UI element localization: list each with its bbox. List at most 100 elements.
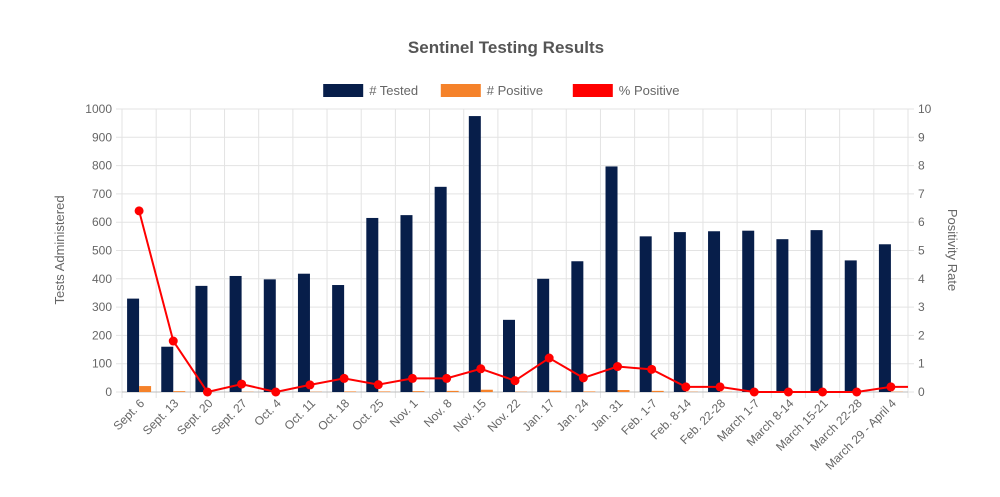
bar bbox=[618, 390, 630, 392]
bar-series bbox=[127, 116, 903, 392]
chart-legend: # Tested # Positive % Positive bbox=[323, 83, 679, 98]
x-tick-label: Nov. 15 bbox=[450, 396, 489, 435]
bar bbox=[776, 239, 788, 392]
y2-tick-label: 4 bbox=[918, 272, 925, 286]
line-point bbox=[818, 388, 827, 397]
bar bbox=[173, 391, 185, 392]
y2-tick-label: 0 bbox=[918, 385, 925, 399]
y-axis-right-label: Positivity Rate bbox=[945, 209, 960, 291]
line-point bbox=[784, 388, 793, 397]
bar bbox=[264, 279, 276, 392]
line-point bbox=[169, 337, 178, 346]
y2-tick-label: 10 bbox=[918, 102, 932, 116]
line-point bbox=[271, 388, 280, 397]
x-tick-label: Oct. 25 bbox=[349, 396, 386, 433]
y-tick-label: 1000 bbox=[85, 102, 112, 116]
line-point bbox=[750, 388, 759, 397]
line-path bbox=[139, 211, 908, 392]
bar bbox=[537, 279, 549, 392]
bar bbox=[606, 166, 618, 392]
bar bbox=[811, 230, 823, 392]
y2-tick-label: 2 bbox=[918, 328, 925, 342]
line-point bbox=[886, 382, 895, 391]
bar bbox=[879, 244, 891, 392]
y-tick-label: 500 bbox=[92, 244, 112, 258]
line-point bbox=[442, 374, 451, 383]
y-tick-label: 100 bbox=[92, 357, 112, 371]
y-tick-label: 0 bbox=[105, 385, 112, 399]
line-point bbox=[716, 382, 725, 391]
bar bbox=[674, 232, 686, 392]
line-point bbox=[476, 364, 485, 373]
line-point bbox=[135, 206, 144, 215]
bar bbox=[127, 299, 139, 392]
y-axis-left-label: Tests Administered bbox=[52, 195, 67, 304]
x-tick-label: Nov. 22 bbox=[485, 396, 524, 435]
bar bbox=[469, 116, 481, 392]
bar bbox=[412, 391, 424, 392]
line-point bbox=[852, 388, 861, 397]
x-tick-label: Oct. 4 bbox=[251, 396, 284, 429]
legend-swatch bbox=[573, 84, 613, 97]
line-point bbox=[374, 380, 383, 389]
legend-label: # Positive bbox=[487, 83, 543, 98]
x-tick-label: Nov. 1 bbox=[387, 396, 421, 430]
x-tick-label: Oct. 18 bbox=[315, 396, 352, 433]
y2-tick-label: 1 bbox=[918, 357, 925, 371]
x-tick-label: Sept. 27 bbox=[208, 396, 250, 438]
y-tick-label: 200 bbox=[92, 328, 112, 342]
x-tick-label: Jan. 24 bbox=[554, 396, 592, 434]
bar bbox=[583, 391, 595, 392]
line-series bbox=[135, 206, 908, 396]
line-point bbox=[203, 388, 212, 397]
y-tick-label: 600 bbox=[92, 215, 112, 229]
bar bbox=[845, 260, 857, 392]
y2-tick-label: 9 bbox=[918, 130, 925, 144]
bar bbox=[742, 231, 754, 392]
line-point bbox=[305, 380, 314, 389]
chart-title: Sentinel Testing Results bbox=[408, 38, 604, 57]
x-tick-label: Oct. 11 bbox=[281, 396, 318, 433]
bar bbox=[549, 391, 561, 392]
y2-tick-label: 7 bbox=[918, 187, 925, 201]
x-tick-label: Sept. 13 bbox=[140, 396, 182, 438]
bar bbox=[298, 274, 310, 392]
legend-swatch bbox=[323, 84, 363, 97]
legend-label: # Tested bbox=[369, 83, 418, 98]
bar bbox=[435, 187, 447, 392]
line-point bbox=[647, 365, 656, 374]
y-tick-label: 900 bbox=[92, 130, 112, 144]
line-point bbox=[579, 373, 588, 382]
bar bbox=[344, 391, 356, 392]
line-point bbox=[511, 376, 520, 385]
bar bbox=[366, 218, 378, 392]
y-tick-label: 300 bbox=[92, 300, 112, 314]
line-point bbox=[237, 380, 246, 389]
bar bbox=[652, 391, 664, 392]
line-point bbox=[340, 374, 349, 383]
y-tick-label: 400 bbox=[92, 272, 112, 286]
bar bbox=[481, 390, 493, 392]
bar bbox=[161, 347, 173, 392]
y-tick-label: 700 bbox=[92, 187, 112, 201]
y2-tick-label: 8 bbox=[918, 159, 925, 173]
y2-tick-label: 5 bbox=[918, 244, 925, 258]
bar bbox=[447, 391, 459, 392]
bar bbox=[139, 386, 151, 392]
bar bbox=[708, 231, 720, 392]
bar bbox=[230, 276, 242, 392]
bar bbox=[400, 215, 412, 392]
x-tick-label: Jan. 17 bbox=[520, 396, 558, 434]
legend-swatch bbox=[441, 84, 481, 97]
line-point bbox=[545, 354, 554, 363]
legend-label: % Positive bbox=[619, 83, 680, 98]
y-tick-label: 800 bbox=[92, 159, 112, 173]
x-tick-label: Sept. 20 bbox=[174, 396, 216, 438]
line-point bbox=[681, 382, 690, 391]
y-axis-left-ticks: 0 100 200 300 400 500 600 700 800 900 1000 bbox=[85, 102, 112, 399]
bar bbox=[378, 391, 390, 392]
